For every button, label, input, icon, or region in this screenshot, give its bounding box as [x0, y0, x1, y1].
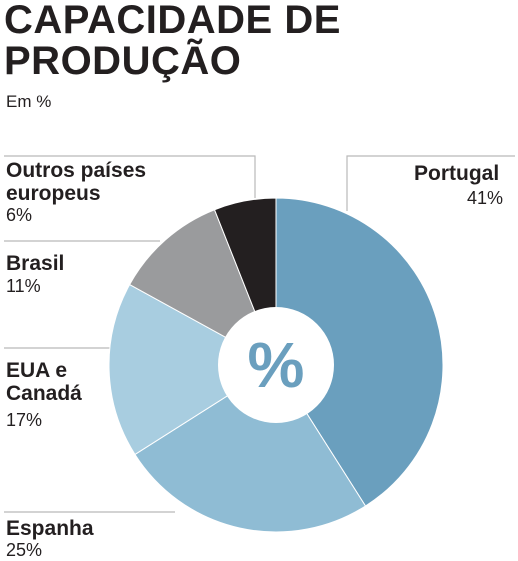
label-outros-value: 6%	[6, 205, 33, 225]
leader-line-portugal	[346, 155, 515, 211]
leader-line-outros	[4, 155, 256, 198]
chart-title-line2: PRODUÇÃO	[4, 39, 242, 83]
label-portugal-value: 41%	[467, 188, 504, 208]
donut-hole	[218, 307, 334, 423]
label-espanha-name: Espanha	[6, 517, 94, 540]
label-espanha-value: 25%	[6, 540, 43, 560]
label-portugal-name: Portugal	[414, 162, 500, 185]
chart-title-line1: CAPACIDADE DE	[4, 0, 341, 42]
chart-title: CAPACIDADE DE PRODUÇÃO	[4, 0, 341, 82]
label-brasil-value: 11%	[6, 276, 41, 296]
slice-espanha	[134, 364, 367, 533]
label-eua-name-line1: EUA e	[6, 359, 68, 382]
donut-center-label: %	[248, 329, 305, 401]
label-outros-name-line1: Outros países	[6, 159, 147, 182]
label-brasil-name: Brasil	[6, 252, 65, 275]
chart-subtitle: Em %	[6, 92, 52, 111]
label-outros-name-line2: europeus	[6, 182, 101, 205]
label-eua-name-line2: Canadá	[6, 382, 82, 405]
slice-portugal	[275, 197, 444, 507]
slice-eua-e-canada	[108, 283, 277, 456]
label-eua-value: 17%	[6, 410, 43, 430]
